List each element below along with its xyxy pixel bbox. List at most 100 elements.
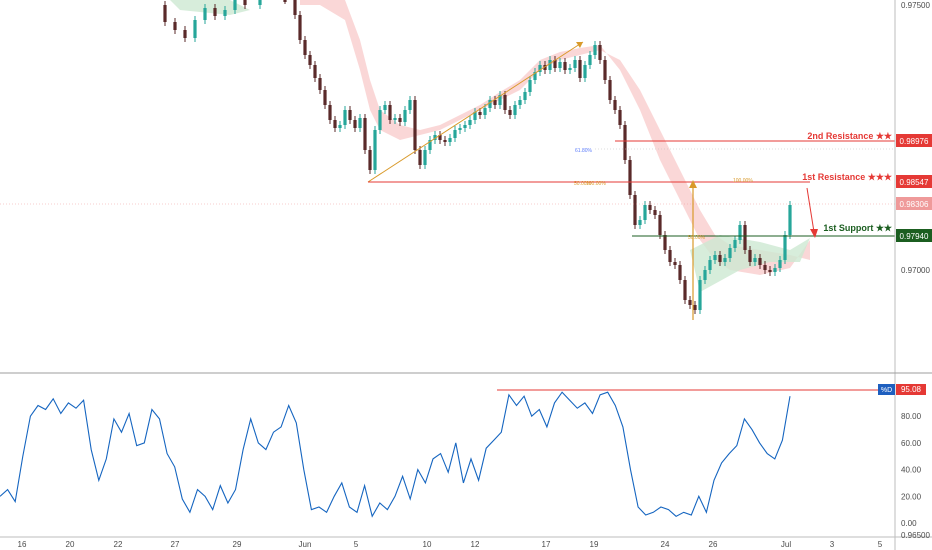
candle-body — [403, 110, 407, 122]
osc-tick-label: 60.00 — [901, 439, 922, 448]
candle-body — [478, 112, 482, 115]
osc-tick-label: 0.00 — [901, 519, 917, 528]
candle-body — [398, 118, 402, 122]
candle-body — [688, 300, 692, 305]
candle-body — [583, 65, 587, 78]
candle-body — [533, 72, 537, 80]
candle-body — [328, 105, 332, 120]
level-name-label: 2nd Resistance ★★ — [807, 131, 893, 141]
time-tick-label: 16 — [18, 540, 27, 549]
candle-body — [383, 105, 387, 110]
candle-body — [463, 125, 467, 128]
candle-body — [438, 135, 442, 140]
price-pane[interactable]: 61.80%50.00% 100.00%100.00%50.00%2nd Resi… — [0, 0, 895, 320]
candle-body — [348, 110, 352, 120]
candle-body — [363, 118, 367, 150]
candle-body — [783, 235, 787, 260]
candle-body — [698, 280, 702, 310]
candle-body — [258, 0, 262, 5]
candle-body — [643, 205, 647, 220]
candle-body — [593, 45, 597, 55]
candle-body — [488, 100, 492, 108]
candle-body — [518, 100, 522, 105]
candle-body — [528, 80, 532, 92]
last-price-tag — [896, 197, 932, 210]
osc-tick-label: 40.00 — [901, 466, 922, 475]
candle-body — [493, 100, 497, 105]
oscillator-pane[interactable] — [0, 389, 895, 518]
level-price-value: 0.98547 — [900, 178, 929, 187]
candle-body — [648, 205, 652, 210]
candle-body — [673, 262, 677, 265]
candle-body — [458, 128, 462, 130]
candle-body — [498, 95, 502, 105]
candle-body — [233, 0, 237, 10]
candle-body — [453, 130, 457, 138]
candle-body — [418, 150, 422, 165]
candle-body — [623, 125, 627, 160]
time-tick-label: 26 — [709, 540, 718, 549]
fib-label: 100.00% — [586, 181, 606, 187]
candle-body — [753, 258, 757, 262]
candle-body — [193, 20, 197, 38]
candle-body — [293, 0, 297, 15]
candle-body — [213, 8, 217, 16]
candle-body — [353, 120, 357, 128]
candle-body — [508, 110, 512, 115]
time-tick-label: 5 — [878, 540, 883, 549]
candle-body — [323, 90, 327, 105]
price-tick-label: 0.97000 — [901, 266, 930, 275]
level-name-label: 1st Resistance ★★★ — [802, 172, 893, 182]
candle-body — [678, 265, 682, 280]
candle-body — [408, 100, 412, 110]
candle-body — [628, 160, 632, 195]
candle-body — [658, 215, 662, 235]
candle-body — [633, 195, 637, 225]
candle-body — [448, 138, 452, 142]
candle-body — [443, 140, 447, 142]
candle-body — [718, 255, 722, 262]
ichimoku-cloud — [300, 0, 810, 275]
candle-body — [603, 60, 607, 80]
candle-body — [318, 78, 322, 90]
time-tick-label: 17 — [542, 540, 551, 549]
candle-body — [733, 240, 737, 248]
candle-body — [423, 150, 427, 165]
candle-body — [778, 260, 782, 268]
fib-label: 50.00% — [574, 181, 592, 187]
time-tick-label: 24 — [661, 540, 670, 549]
candle-body — [573, 60, 577, 68]
time-tick-label: 20 — [66, 540, 75, 549]
candle-body — [513, 105, 517, 115]
candle-body — [173, 22, 177, 30]
time-tick-label: Jul — [781, 540, 791, 549]
candle-body — [538, 65, 542, 72]
candle-body — [523, 92, 527, 100]
candle-body — [388, 105, 392, 120]
level-name-label: 1st Support ★★ — [823, 223, 893, 233]
candle-body — [563, 62, 567, 70]
time-tick-label: 19 — [590, 540, 599, 549]
time-tick-label: 27 — [171, 540, 180, 549]
candle-body — [708, 260, 712, 270]
price-tick-label: 0.96500 — [901, 531, 930, 540]
osc-series-name: %D — [881, 387, 892, 394]
target-arrow — [806, 187, 815, 233]
fib-arrowhead — [689, 180, 697, 188]
candle-body — [163, 5, 167, 22]
time-tick-label: 3 — [830, 540, 835, 549]
candle-body — [588, 55, 592, 65]
candle-body — [758, 258, 762, 265]
candle-body — [483, 108, 487, 115]
candle-body — [773, 268, 777, 272]
time-tick-label: 29 — [233, 540, 242, 549]
candle-body — [243, 0, 247, 5]
candle-body — [553, 60, 557, 68]
candle-body — [428, 140, 432, 150]
candle-body — [303, 40, 307, 55]
candle-body — [568, 68, 572, 70]
candle-body — [313, 65, 317, 78]
candle-body — [358, 118, 362, 128]
